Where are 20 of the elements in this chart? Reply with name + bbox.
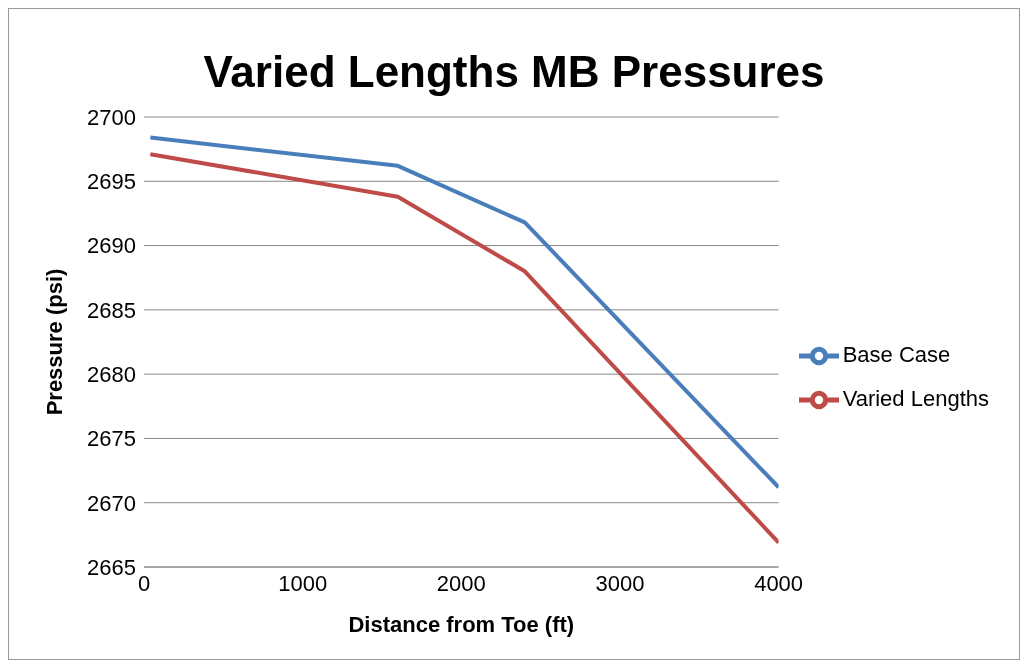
- y-axis-title: Pressure (psi): [41, 268, 67, 416]
- x-tick-label: 1000: [278, 570, 328, 596]
- y-tick-label: 2680: [87, 361, 136, 387]
- chart-title: Varied Lengths MB Pressures: [202, 47, 826, 97]
- x-axis-title: Distance from Toe (ft): [348, 612, 575, 637]
- x-tick-label: 2000: [436, 570, 486, 596]
- y-tick-label: 2700: [87, 104, 136, 130]
- y-tick-label: 2690: [87, 233, 136, 259]
- y-tick-label: 2695: [87, 169, 136, 195]
- x-tick-label: 0: [137, 570, 151, 596]
- x-tick-label: 3000: [595, 570, 645, 596]
- legend-label: Base Case: [842, 342, 951, 367]
- y-tick-label: 2685: [87, 297, 136, 323]
- legend-label: Varied Lengths: [842, 386, 989, 411]
- y-tick-label: 2670: [87, 490, 136, 516]
- line-series: [148, 152, 779, 545]
- line-series: [148, 135, 779, 490]
- y-tick-label: 2665: [87, 554, 136, 580]
- y-tick-label: 2675: [87, 426, 136, 452]
- x-tick-label: 4000: [754, 570, 804, 596]
